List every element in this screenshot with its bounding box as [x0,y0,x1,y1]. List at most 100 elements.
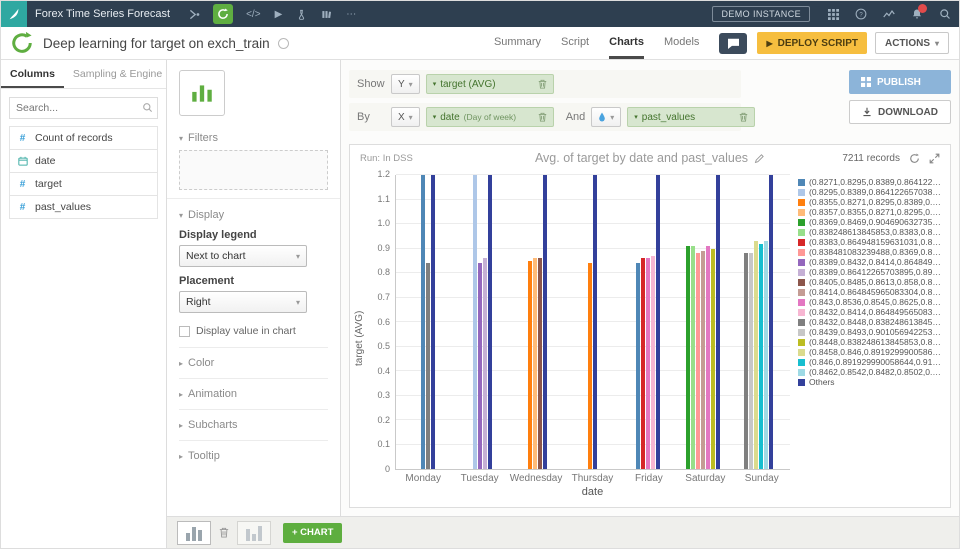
demo-instance-button[interactable]: DEMO INSTANCE [712,6,810,22]
gridline [396,272,790,273]
chart-controls: Show Y ▾ ▾ target (AVG) [349,70,951,136]
legend-item[interactable]: (0.8355,0.8271,0.8295,0.8389,0.86412... [798,197,942,207]
chart-thumbnail-active[interactable] [177,520,211,545]
legend-item[interactable]: (0.846,0.891929990058644,0.9191096... [798,357,942,367]
publish-button[interactable]: PUBLISH [849,70,951,94]
section-tooltip[interactable]: ▸ Tooltip [179,440,328,471]
dataiku-logo-icon[interactable] [1,1,27,27]
by-label: By [357,111,370,123]
display-section-header[interactable]: ▾ Display [179,209,328,221]
legend-item[interactable]: (0.8271,0.8295,0.8389,0.86412265703... [798,177,942,187]
refresh-icon[interactable] [909,153,920,164]
tab-models[interactable]: Models [663,35,700,48]
legend-item[interactable]: (0.8357,0.8355,0.8271,0.8295,0.8389,0... [798,207,942,217]
legend-item[interactable]: (0.8432,0.8448,0.838248613845853,0... [798,317,942,327]
edit-pencil-icon[interactable] [754,153,765,164]
column-item-target[interactable]: # target [9,172,158,196]
section-color[interactable]: ▸ Color [179,347,328,378]
legend-item[interactable]: (0.8432,0.8414,0.86484956508304,0... [798,307,942,317]
bar [716,175,721,469]
notifications-bell-icon[interactable] [911,4,927,20]
chart-type-picker[interactable] [179,70,225,116]
filters-section-header[interactable]: ▾ Filters [179,132,328,144]
search-icon[interactable] [939,8,951,20]
legend-item[interactable]: (0.8414,0.864845965083304,0.890530... [798,287,942,297]
catalog-icon[interactable] [321,9,332,20]
bar [691,246,696,469]
bar [768,175,773,469]
add-chart-button[interactable]: + CHART [283,522,343,543]
x-dimension-pill[interactable]: ▾ date (Day of week) [425,107,554,127]
flask-icon[interactable] [296,9,307,20]
legend-item[interactable]: Others [798,377,942,387]
code-icon[interactable]: </> [246,8,261,20]
legend-label: (0.8369,0.8469,0.904690632735939,0... [809,217,942,227]
trash-icon[interactable] [538,79,547,89]
legend-item[interactable]: (0.8389,0.86412265703895,0.892154... [798,267,942,277]
apps-grid-icon[interactable] [828,8,839,20]
section-animation[interactable]: ▸ Animation [179,378,328,409]
chat-button[interactable] [719,32,748,54]
flow-icon[interactable] [189,9,200,20]
download-button[interactable]: DOWNLOAD [849,100,951,124]
column-item-count-of-records[interactable]: # Count of records [9,126,158,150]
expand-icon[interactable] [929,153,940,164]
column-item-past-values[interactable]: # past_values [9,195,158,219]
tab-charts[interactable]: Charts [609,27,644,59]
bar [528,260,533,469]
play-icon[interactable]: ▶ [274,8,283,20]
recipe-icon[interactable] [213,4,234,24]
chart-legend: (0.8271,0.8295,0.8389,0.86412265703...(0… [790,175,944,501]
activity-icon[interactable] [883,8,895,20]
help-icon[interactable]: ? [855,8,867,20]
legend-item[interactable]: (0.8448,0.838248613845853,0.8432,0... [798,337,942,347]
trash-icon[interactable] [538,112,547,122]
column-label: target [35,178,62,190]
column-search-input[interactable] [9,97,158,119]
legend-label: (0.838481083239488,0.8369,0.8469,0... [809,247,942,257]
color-dimension-selector[interactable]: ▾ [591,107,622,127]
tab-summary[interactable]: Summary [493,35,541,48]
legend-label: (0.838248613845853,0.8383,0.864948... [809,227,942,237]
display-legend-select[interactable]: Next to chart ▾ [179,245,307,267]
panel-tab-columns[interactable]: Columns [1,60,64,88]
chart-thumbnail[interactable] [237,520,271,545]
legend-item[interactable]: (0.8405,0.8485,0.8613,0.858,0.8668,0... [798,277,942,287]
x-axis-selector[interactable]: X ▾ [391,107,420,127]
legend-item[interactable]: (0.8462,0.8542,0.8482,0.8502,0.8504,0... [798,367,942,377]
y-measure-pill[interactable]: ▾ target (AVG) [425,74,554,94]
legend-item[interactable]: (0.8383,0.864948159631031,0.886488... [798,237,942,247]
legend-item[interactable]: (0.843,0.8536,0.8545,0.8625,0.861,0.9... [798,297,942,307]
more-icon[interactable]: ⋯ [346,8,357,20]
legend-item[interactable]: (0.8439,0.8493,0.90105694225323,0... [798,327,942,337]
legend-item[interactable]: (0.8389,0.8432,0.8414,0.86484956508... [798,257,942,267]
legend-item[interactable]: (0.8369,0.8469,0.904690632735939,0... [798,217,942,227]
trash-icon[interactable] [739,112,748,122]
trash-icon[interactable] [219,527,229,538]
section-subcharts[interactable]: ▸ Subcharts [179,409,328,440]
checkbox-icon[interactable] [179,325,190,337]
actions-button[interactable]: ACTIONS ▾ [874,32,949,54]
legend-label: (0.8432,0.8448,0.838248613845853,0... [809,317,942,327]
caret-right-icon: ▸ [179,358,184,368]
panel-tab-sampling-engine[interactable]: Sampling & Engine [72,68,163,80]
filters-dropzone[interactable] [179,150,328,190]
legend-item[interactable]: (0.8295,0.8389,0.86412265703895,0.... [798,187,942,197]
tab-script[interactable]: Script [561,35,590,48]
y-axis-selector[interactable]: Y ▾ [391,74,420,94]
bar [483,258,488,469]
project-name[interactable]: Forex Time Series Forecast [35,8,171,20]
x-tick-label: Saturday [685,473,726,484]
color-dimension-pill[interactable]: ▾ past_values [627,107,756,127]
legend-item[interactable]: (0.838248613845853,0.8383,0.864948... [798,227,942,237]
legend-item[interactable]: (0.8458,0.846,0.891929990058644,0.9... [798,347,942,357]
deploy-script-button[interactable]: ▶ DEPLOY SCRIPT [757,32,867,54]
legend-item[interactable]: (0.838481083239488,0.8369,0.8469,0... [798,247,942,257]
info-icon[interactable] [277,37,289,49]
bar-cluster-thursday [565,175,620,469]
display-value-checkbox-row[interactable]: Display value in chart [179,325,328,337]
column-label: Count of records [35,132,113,144]
placement-select[interactable]: Right ▾ [179,291,307,313]
column-item-date[interactable]: date [9,149,158,173]
column-list: # Count of records date # target # past_values [9,126,158,219]
